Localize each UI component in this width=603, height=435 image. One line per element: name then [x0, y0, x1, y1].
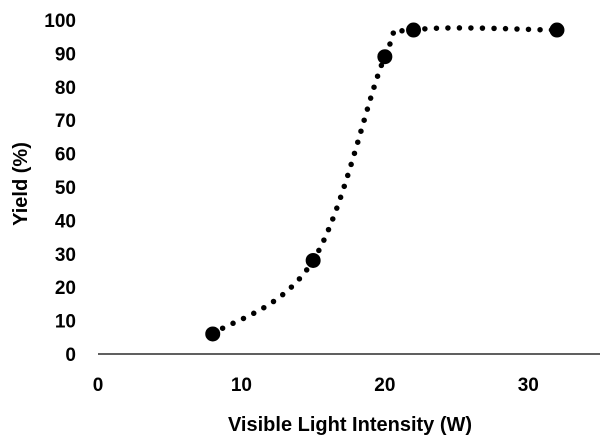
y-tick-label: 80: [55, 78, 76, 99]
y-tick-label: 40: [55, 211, 76, 232]
y-tick-label: 100: [44, 11, 76, 32]
y-tick-label: 0: [65, 345, 76, 366]
data-points: [205, 22, 565, 342]
x-axis-title: Visible Light Intensity (W): [228, 414, 472, 435]
y-tick-label: 90: [55, 44, 76, 65]
trend-line: [209, 25, 560, 337]
y-tick-label: 70: [55, 111, 76, 132]
y-axis-title: Yield (%): [10, 142, 32, 226]
x-tick-label: 20: [374, 375, 395, 396]
x-tick-label: 10: [231, 375, 252, 396]
y-axis-ticks: 0 10 20 30 40 50 60 70 80 90 100: [44, 11, 76, 366]
y-tick-label: 30: [55, 245, 76, 266]
y-tick-label: 10: [55, 312, 76, 333]
data-point: [406, 22, 422, 38]
y-tick-label: 60: [55, 145, 76, 166]
x-tick-label: 0: [93, 375, 104, 396]
y-tick-label: 20: [55, 278, 76, 299]
data-point: [549, 22, 565, 38]
x-tick-label: 30: [518, 375, 539, 396]
data-point: [377, 49, 393, 65]
data-point: [305, 252, 321, 268]
y-tick-label: 50: [55, 178, 76, 199]
data-point: [205, 326, 221, 342]
x-axis-ticks: 0 10 20 30: [93, 375, 539, 396]
